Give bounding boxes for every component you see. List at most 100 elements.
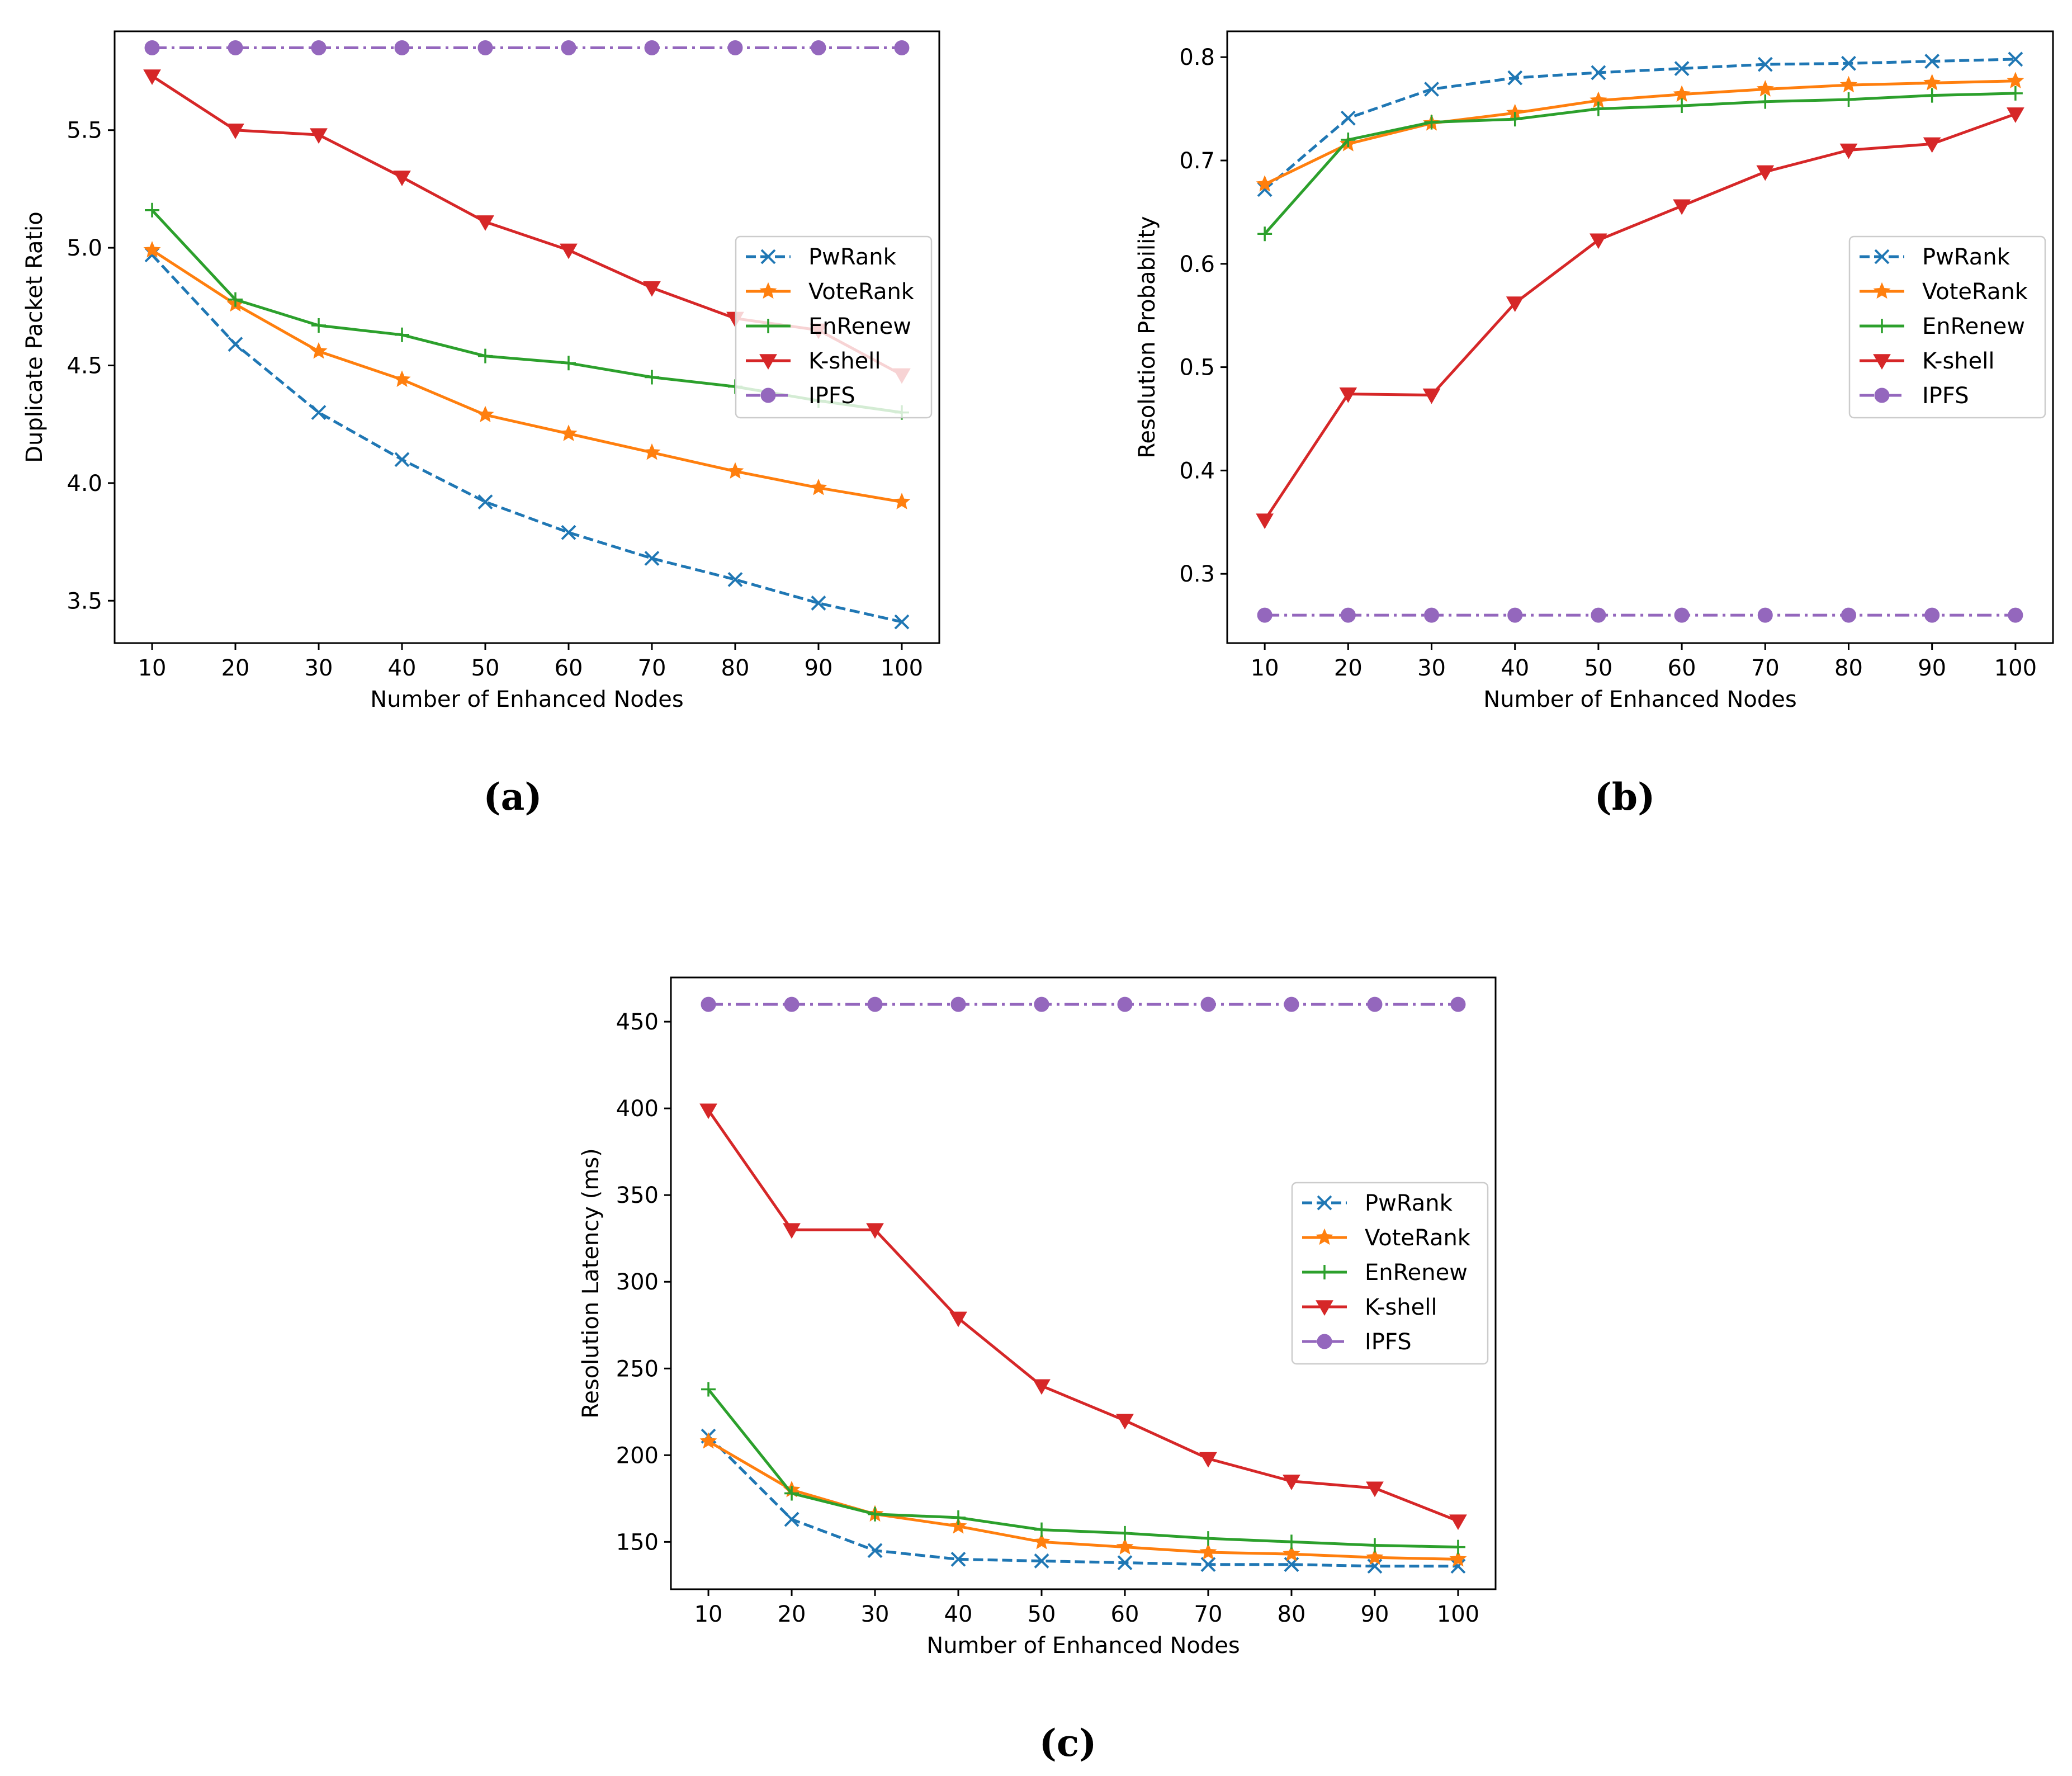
y-tick-label: 450 <box>616 1009 659 1035</box>
data-point-ipfs-40 <box>394 40 410 55</box>
legend-marker <box>1874 388 1890 403</box>
data-point-k-shell-40 <box>1506 296 1524 313</box>
x-tick-label: 20 <box>1334 655 1363 681</box>
x-axis-label: Number of Enhanced Nodes <box>926 1633 1240 1659</box>
data-point-ipfs-30 <box>1424 607 1440 623</box>
data-point-voterank-40 <box>949 1517 967 1534</box>
data-point-pwrank-30 <box>311 405 327 421</box>
legend-entry-voterank: VoteRank <box>1302 1225 1471 1251</box>
legend-marker <box>1317 1334 1332 1349</box>
y-axis-label: Resolution Latency (ms) <box>578 1148 604 1419</box>
data-point-pwrank-80 <box>727 571 743 587</box>
data-point-ipfs-10 <box>144 40 160 55</box>
series-line-enrenew <box>1264 92 2016 235</box>
data-point-ipfs-70 <box>1757 607 1773 623</box>
legend-box <box>735 235 933 419</box>
series-pwrank <box>701 1428 1466 1574</box>
data-point-ipfs-20 <box>228 40 243 55</box>
legend-entry-pwrank: PwRank <box>1302 1191 1453 1216</box>
data-point-k-shell-40 <box>393 171 411 186</box>
series-enrenew <box>1257 86 2023 242</box>
data-point-pwrank-90 <box>1924 54 1940 69</box>
data-point-k-shell-90 <box>1923 137 1941 153</box>
data-point-k-shell-100 <box>2007 107 2024 123</box>
x-tick-label: 70 <box>1194 1602 1223 1627</box>
data-point-enrenew-60 <box>1674 98 1690 114</box>
y-tick-label: 0.7 <box>1179 148 1215 174</box>
data-point-ipfs-60 <box>561 40 576 55</box>
axes-frame <box>113 30 940 644</box>
data-point-enrenew-60 <box>561 356 576 371</box>
data-point-voterank-70 <box>1756 80 1774 97</box>
data-point-ipfs-90 <box>1924 607 1940 623</box>
series-voterank <box>1256 72 2024 192</box>
x-tick-label: 40 <box>388 655 417 681</box>
data-point-ipfs-100 <box>2008 607 2023 623</box>
data-point-ipfs-20 <box>784 996 800 1012</box>
y-tick-label: 400 <box>616 1096 659 1122</box>
data-point-k-shell-30 <box>866 1223 884 1239</box>
legend-marker <box>1316 1300 1333 1316</box>
data-point-voterank-90 <box>810 478 827 495</box>
legend-label: VoteRank <box>1365 1225 1471 1251</box>
data-point-enrenew-40 <box>1507 112 1522 127</box>
data-point-pwrank-60 <box>1674 61 1690 76</box>
chart-panel-3: 10 20 30 40 50 60 70 80 90 100 150 200 250 300 350 400 4… <box>578 976 1497 1765</box>
y-axis-label: Duplicate Packet Ratio <box>22 211 48 463</box>
data-point-enrenew-20 <box>228 292 243 307</box>
series-line-enrenew <box>707 1388 1459 1549</box>
y-tick-label: 5.5 <box>67 118 102 144</box>
data-point-enrenew-10 <box>145 202 160 218</box>
legend-label: VoteRank <box>808 279 915 305</box>
x-tick-label: 100 <box>881 655 923 681</box>
legend-box <box>1291 1182 1489 1365</box>
legend-marker <box>1317 1195 1332 1211</box>
data-point-enrenew-40 <box>951 1510 966 1525</box>
data-point-ipfs-40 <box>1507 607 1523 623</box>
legend-label: EnRenew <box>1922 314 2025 339</box>
legend-label: EnRenew <box>1365 1260 1468 1286</box>
data-point-k-shell-40 <box>949 1311 967 1328</box>
data-point-ipfs-10 <box>701 996 716 1012</box>
data-point-k-shell-60 <box>560 243 578 259</box>
y-tick-label: 0.4 <box>1179 458 1215 484</box>
x-tick-label: 50 <box>471 655 500 681</box>
legend-marker <box>760 249 776 264</box>
x-tick-label: 100 <box>1994 655 2037 681</box>
x-tick-label: 70 <box>1751 655 1780 681</box>
data-point-voterank-100 <box>1449 1550 1467 1567</box>
legend-entry-voterank: VoteRank <box>746 279 915 305</box>
series-line-voterank <box>151 249 902 503</box>
y-tick-label: 0.3 <box>1179 561 1215 587</box>
y-axis-label: Resolution Probability <box>1134 216 1160 458</box>
data-point-pwrank-30 <box>867 1543 883 1558</box>
data-point-enrenew-30 <box>311 318 327 333</box>
legend-entry-k-shell: K-shell <box>1860 348 1995 374</box>
series-ipfs <box>701 996 1466 1012</box>
series-enrenew <box>701 1382 1465 1555</box>
data-point-enrenew-70 <box>1200 1531 1215 1546</box>
data-point-ipfs-60 <box>1117 996 1133 1012</box>
x-tick-label: 90 <box>1918 655 1946 681</box>
data-point-enrenew-70 <box>1758 94 1773 109</box>
data-point-enrenew-50 <box>478 348 493 363</box>
legend-entry-enrenew: EnRenew <box>746 314 911 339</box>
legend-label: IPFS <box>1365 1329 1412 1355</box>
data-point-k-shell-100 <box>1449 1514 1467 1531</box>
data-point-pwrank-20 <box>228 337 243 352</box>
data-point-ipfs-50 <box>1034 996 1049 1012</box>
data-point-pwrank-100 <box>894 614 910 630</box>
panel-caption: (a) <box>483 775 542 819</box>
x-axis-label: Number of Enhanced Nodes <box>370 687 683 712</box>
x-tick-label: 90 <box>805 655 833 681</box>
y-tick-label: 0.5 <box>1179 355 1215 381</box>
legend-label: K-shell <box>1365 1295 1437 1320</box>
legend-entry-ipfs: IPFS <box>746 383 855 409</box>
data-point-k-shell-60 <box>1673 199 1691 215</box>
y-tick-label: 0.6 <box>1179 252 1215 277</box>
x-tick-label: 60 <box>1668 655 1696 681</box>
data-point-voterank-60 <box>560 424 578 441</box>
data-point-k-shell-80 <box>1839 143 1858 159</box>
data-point-ipfs-80 <box>1284 996 1299 1012</box>
x-tick-label: 70 <box>638 655 666 681</box>
